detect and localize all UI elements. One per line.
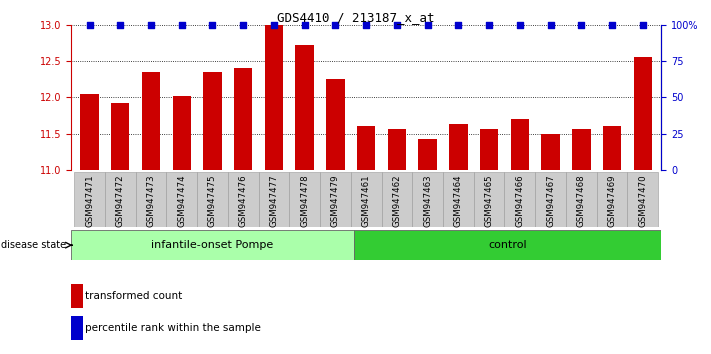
Bar (387, 129, 406, 170)
Bar (634, 57, 652, 170)
Text: infantile-onset Pompe: infantile-onset Pompe (151, 240, 274, 250)
Text: GSM947479: GSM947479 (331, 175, 340, 227)
FancyBboxPatch shape (74, 172, 105, 227)
Text: GSM947469: GSM947469 (608, 175, 616, 227)
Point (237, 22, 249, 28)
Bar (264, 25, 283, 170)
Point (637, 22, 648, 28)
Text: GSM947470: GSM947470 (638, 175, 647, 227)
Point (514, 22, 525, 28)
FancyBboxPatch shape (535, 172, 566, 227)
Point (606, 22, 618, 28)
Text: GSM947473: GSM947473 (146, 175, 156, 227)
FancyBboxPatch shape (71, 230, 354, 260)
FancyBboxPatch shape (197, 172, 228, 227)
Text: GSM947475: GSM947475 (208, 175, 217, 227)
Text: GSM947465: GSM947465 (485, 175, 493, 227)
Bar (357, 126, 375, 170)
FancyBboxPatch shape (320, 172, 351, 227)
Bar (326, 79, 345, 170)
FancyBboxPatch shape (382, 172, 412, 227)
Point (145, 22, 156, 28)
FancyBboxPatch shape (228, 172, 259, 227)
FancyBboxPatch shape (566, 172, 597, 227)
Point (422, 22, 433, 28)
Point (545, 22, 556, 28)
Point (176, 22, 188, 28)
Text: GSM947463: GSM947463 (423, 175, 432, 227)
Text: GSM947474: GSM947474 (177, 175, 186, 227)
Point (268, 22, 279, 28)
Text: GSM947476: GSM947476 (239, 175, 247, 227)
Text: GSM947468: GSM947468 (577, 175, 586, 227)
Text: GDS4410 / 213187_x_at: GDS4410 / 213187_x_at (277, 11, 434, 24)
FancyBboxPatch shape (289, 172, 320, 227)
Text: GSM947464: GSM947464 (454, 175, 463, 227)
FancyBboxPatch shape (443, 172, 474, 227)
Text: transformed count: transformed count (85, 291, 182, 301)
FancyBboxPatch shape (505, 172, 535, 227)
Text: GSM947466: GSM947466 (515, 175, 524, 227)
Bar (141, 72, 160, 170)
Bar (71, 316, 82, 340)
FancyBboxPatch shape (474, 172, 505, 227)
Text: disease state: disease state (1, 240, 66, 250)
Bar (111, 103, 129, 170)
Text: GSM947477: GSM947477 (269, 175, 279, 227)
FancyBboxPatch shape (259, 172, 289, 227)
FancyBboxPatch shape (136, 172, 166, 227)
Point (453, 22, 464, 28)
Bar (203, 72, 222, 170)
Bar (480, 129, 498, 170)
FancyBboxPatch shape (597, 172, 627, 227)
Text: GSM947471: GSM947471 (85, 175, 94, 227)
FancyBboxPatch shape (351, 172, 382, 227)
Bar (418, 139, 437, 170)
Point (84, 22, 95, 28)
Point (114, 22, 126, 28)
Text: control: control (488, 240, 527, 250)
Bar (234, 68, 252, 170)
FancyBboxPatch shape (166, 172, 197, 227)
Text: GSM947472: GSM947472 (116, 175, 124, 227)
FancyBboxPatch shape (627, 172, 658, 227)
Point (207, 22, 218, 28)
Text: GSM947462: GSM947462 (392, 175, 402, 227)
Bar (71, 284, 82, 308)
Bar (603, 126, 621, 170)
FancyBboxPatch shape (354, 230, 661, 260)
Text: GSM947478: GSM947478 (300, 175, 309, 227)
Point (299, 22, 311, 28)
Point (576, 22, 587, 28)
Point (483, 22, 495, 28)
Text: GSM947467: GSM947467 (546, 175, 555, 227)
Point (360, 22, 372, 28)
FancyBboxPatch shape (105, 172, 136, 227)
Bar (80, 94, 99, 170)
Bar (572, 129, 591, 170)
Bar (510, 119, 529, 170)
Bar (296, 45, 314, 170)
Bar (541, 133, 560, 170)
Text: percentile rank within the sample: percentile rank within the sample (85, 323, 261, 333)
FancyBboxPatch shape (412, 172, 443, 227)
Bar (449, 124, 468, 170)
Point (330, 22, 341, 28)
Text: GSM947461: GSM947461 (362, 175, 370, 227)
Bar (173, 96, 191, 170)
Point (391, 22, 402, 28)
